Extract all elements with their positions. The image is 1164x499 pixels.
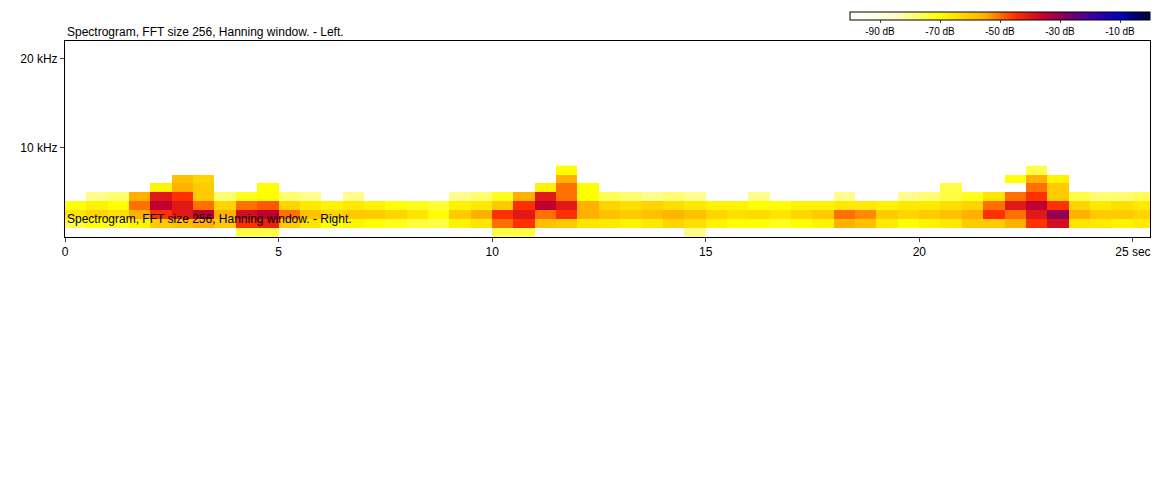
svg-text:-70 dB: -70 dB — [925, 26, 955, 37]
svg-text:5: 5 — [275, 245, 282, 259]
svg-text:10 kHz: 10 kHz — [20, 141, 57, 155]
svg-text:10: 10 — [485, 245, 499, 259]
svg-text:Spectrogram, FFT size 256, Han: Spectrogram, FFT size 256, Hanning windo… — [67, 212, 352, 226]
svg-text:-90 dB: -90 dB — [865, 26, 895, 37]
svg-text:Spectrogram, FFT size 256, Han: Spectrogram, FFT size 256, Hanning windo… — [67, 25, 344, 39]
svg-text:-10 dB: -10 dB — [1105, 26, 1135, 37]
svg-text:25 sec: 25 sec — [1115, 245, 1150, 259]
svg-text:-30 dB: -30 dB — [1045, 26, 1075, 37]
svg-text:20 kHz: 20 kHz — [20, 52, 57, 66]
svg-text:20: 20 — [913, 245, 927, 259]
svg-text:-50 dB: -50 dB — [985, 26, 1015, 37]
svg-text:0: 0 — [62, 245, 69, 259]
svg-text:15: 15 — [699, 245, 713, 259]
